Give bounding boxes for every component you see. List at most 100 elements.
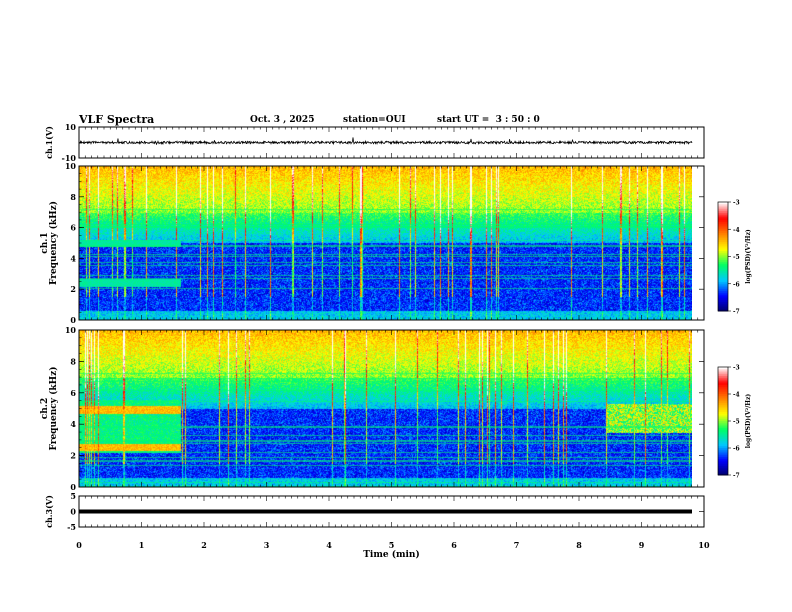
- colorbar-step: [718, 294, 728, 297]
- colorbar-step: [718, 301, 728, 305]
- colorbar-step: [718, 202, 728, 205]
- ch1-spectrogram-ytick-label: 10: [65, 161, 77, 171]
- colorbar-step: [718, 419, 728, 422]
- colorbar-step: [718, 211, 728, 214]
- ch2-spectrogram-image: [79, 330, 692, 487]
- ch1-spectrogram-ytick-label: 8: [70, 192, 76, 202]
- colorbar-step: [718, 397, 728, 400]
- ch3-waveform-ytick-label: -5: [67, 522, 76, 532]
- colorbar-step: [718, 444, 728, 447]
- ch1-waveform-trace: [78, 137, 693, 146]
- x-tick-label: 8: [576, 540, 582, 550]
- colorbar-step: [718, 428, 728, 431]
- x-tick-label: 2: [201, 540, 207, 550]
- colorbar-step: [718, 406, 728, 409]
- colorbar-step: [718, 467, 728, 471]
- colorbar-step: [718, 412, 728, 415]
- colorbar-step: [718, 212, 728, 216]
- ch1-spectrogram-ytick-label: 0: [70, 315, 76, 325]
- colorbar-step: [718, 426, 728, 429]
- colorbar-step: [718, 271, 728, 274]
- colorbar-step: [718, 421, 728, 424]
- colorbar-step: [718, 431, 728, 435]
- colorbar-step: [718, 453, 728, 456]
- colorbar-step: [718, 249, 728, 252]
- x-axis-label: Time (min): [363, 549, 420, 560]
- colorbar-step: [718, 278, 728, 281]
- colorbar-step: [718, 449, 728, 453]
- ch2-spectrogram-ytick-label: 10: [65, 325, 77, 335]
- colorbar-step: [718, 209, 728, 212]
- colorbar-step: [718, 388, 728, 391]
- ch1-waveform-ytick-label: -10: [62, 153, 77, 163]
- colorbar-step: [718, 289, 728, 292]
- x-tick-label: 5: [389, 540, 395, 550]
- colorbar-step: [718, 272, 728, 276]
- colorbar-step: [718, 394, 728, 397]
- colorbar-tick-label: -7: [733, 473, 740, 480]
- colorbar-step: [718, 247, 728, 250]
- x-tick-label: 6: [451, 540, 457, 550]
- colorbar-tick-label: -3: [733, 200, 740, 207]
- colorbar-step: [718, 263, 728, 267]
- colorbar-step: [718, 245, 728, 248]
- colorbar-step: [718, 422, 728, 426]
- colorbar-tick-label: -6: [733, 281, 740, 288]
- colorbar-step: [718, 448, 728, 451]
- colorbar-step: [718, 455, 728, 458]
- colorbar-step: [718, 403, 728, 406]
- x-tick-label: 3: [264, 540, 270, 550]
- colorbar-step: [718, 292, 728, 296]
- colorbar-step: [718, 462, 728, 465]
- ch2-spectrogram-ytick-label: 2: [70, 451, 76, 461]
- colorbar-step: [718, 458, 728, 462]
- colorbar-step: [718, 379, 728, 382]
- colorbar-step: [718, 424, 728, 427]
- colorbar-step: [718, 469, 728, 472]
- colorbar-step: [718, 381, 728, 384]
- colorbar-step: [718, 430, 728, 433]
- colorbar-step: [718, 265, 728, 268]
- colorbar-step: [718, 390, 728, 393]
- station-label: station=OUI: [343, 115, 406, 125]
- colorbar-tick-label: -3: [733, 365, 740, 372]
- ch1-spectrogram-ylabel: Frequency (kHz): [48, 201, 59, 285]
- ch2-spectrogram-ytick-label: 8: [70, 356, 76, 366]
- ch1-spectrogram-ytick-label: 4: [70, 253, 76, 263]
- colorbar-step: [718, 305, 728, 308]
- colorbar-step: [718, 385, 728, 388]
- ch3-waveform-ylabel: ch.3(V): [44, 495, 54, 528]
- ch1-waveform-ylabel: ch.1(V): [44, 126, 54, 159]
- ch1-spectrogram-ylabel-top: ch.1: [40, 232, 50, 253]
- colorbar-step: [718, 256, 728, 259]
- colorbar-step: [718, 464, 728, 467]
- ch1-spectrogram: [79, 166, 692, 320]
- colorbar-step: [718, 446, 728, 449]
- colorbar-step: [718, 367, 728, 370]
- ch2-spectrogram-ylabel: Frequency (kHz): [48, 366, 59, 450]
- colorbar-step: [718, 404, 728, 408]
- colorbar-tick-label: -5: [733, 419, 740, 426]
- colorbar-step: [718, 408, 728, 411]
- x-tick-label: 1: [139, 540, 145, 550]
- colorbar-step: [718, 236, 728, 239]
- colorbar-step: [718, 442, 728, 445]
- ch3-waveform-trace: [79, 509, 692, 514]
- ch2-spectrogram-colorbar: -3 -4 -5 -6 -7 log(PSD)(V²/Hz): [717, 365, 752, 480]
- colorbar-step: [718, 254, 728, 257]
- colorbar-step: [718, 251, 728, 254]
- colorbar-step: [718, 274, 728, 277]
- colorbar-step: [718, 241, 728, 245]
- colorbar-tick-label: -6: [733, 446, 740, 453]
- colorbar-step: [718, 377, 728, 381]
- colorbar-step: [718, 216, 728, 219]
- colorbar-step: [718, 203, 728, 207]
- colorbar-step: [718, 440, 728, 444]
- colorbar-step: [718, 296, 728, 299]
- colorbar-step: [718, 291, 728, 294]
- ch3-waveform-ytick-label: 5: [70, 491, 76, 501]
- x-tick-label: 4: [326, 540, 332, 550]
- colorbar-tick-label: -5: [733, 254, 740, 261]
- colorbar-label: log(PSD)(V²/Hz): [745, 229, 752, 284]
